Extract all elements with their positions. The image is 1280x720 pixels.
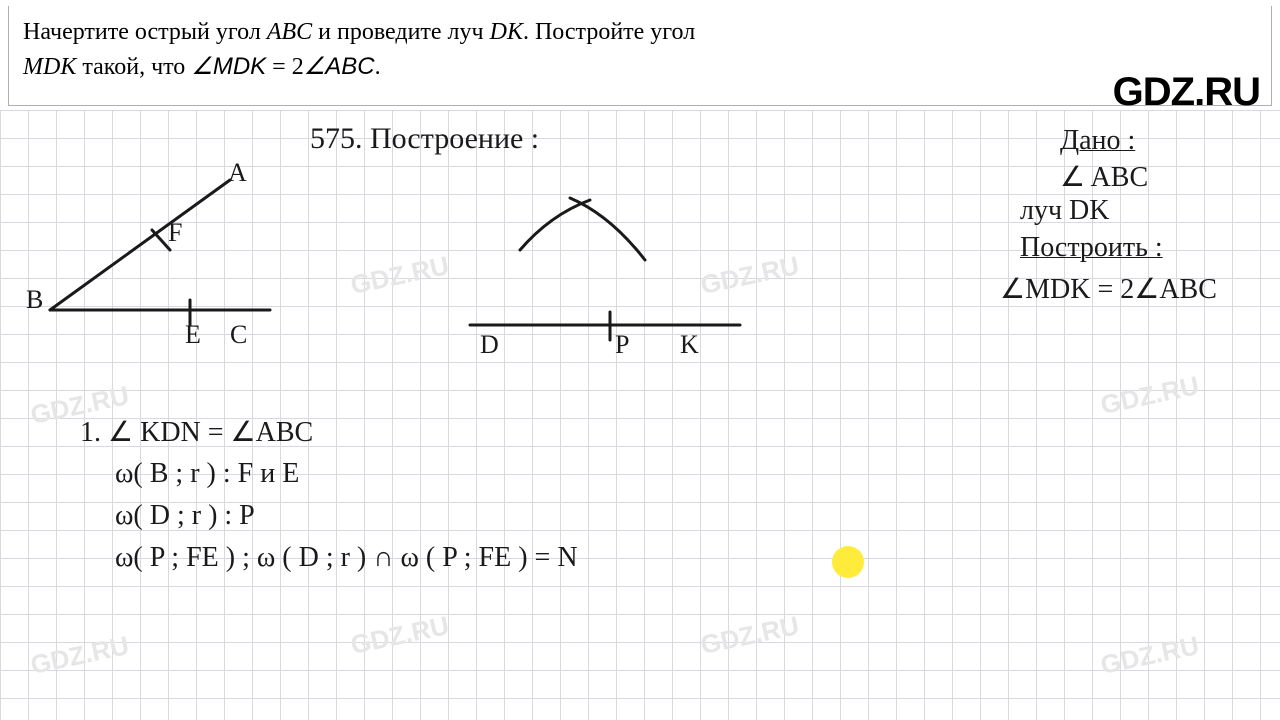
site-logo: GDZ.RU [1113,70,1260,115]
problem-var: MDK [23,54,76,80]
label-E: E [185,320,201,350]
label-D: D [480,330,499,360]
problem-text: Начертите острый угол [23,19,267,45]
problem-var: DK [490,19,523,45]
given-construct-title: Построить : [1020,232,1163,264]
label-C: C [230,320,247,350]
label-K: K [680,330,699,360]
problem-statement: Начертите острый угол ABC и проведите лу… [8,6,1272,106]
given-line: ∠ ABC [1060,160,1148,194]
label-B: B [26,285,43,315]
problem-text: = 2 [266,54,304,80]
step-2: ω( B ; r ) : F и E [115,458,299,490]
problem-angle: ∠MDK [191,53,266,80]
construction-title: 575. Построение : [310,122,539,156]
step-4: ω( P ; FE ) ; ω ( D ; r ) ∩ ω ( P ; FE )… [115,542,578,574]
given-title: Дано : [1060,125,1135,157]
problem-var: ABC [267,19,312,45]
angle-abc-diagram [20,160,320,360]
step-3: ω( D ; r ) : P [115,500,255,532]
problem-text: такой, что [76,54,191,80]
problem-angle: ∠ABC [304,53,375,80]
problem-text: . Постройте угол [523,19,695,45]
given-line: ∠MDK = 2∠ABC [1000,272,1217,306]
problem-text: . [375,54,381,80]
problem-text: и проведите луч [312,19,489,45]
highlight-marker [832,546,864,578]
label-A: A [228,158,247,188]
label-P: P [615,330,629,360]
label-F: F [168,218,182,248]
given-line: луч DK [1020,195,1110,227]
step-1: 1. ∠ KDN = ∠ABC [80,415,313,449]
